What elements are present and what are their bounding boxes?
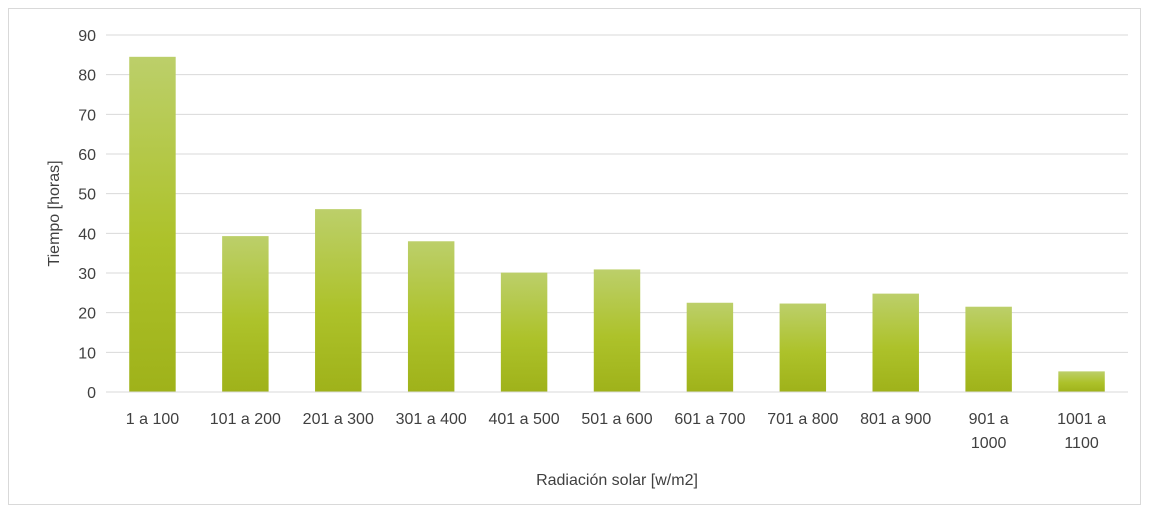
y-tick-label: 20 <box>78 306 96 323</box>
x-tick-label: 301 a 400 <box>396 411 467 428</box>
x-axis-ticks: 1 a 100 101 a 200 201 a 300 301 a 400 401 a … <box>126 411 1106 452</box>
bar <box>129 56 176 393</box>
bar <box>872 293 919 392</box>
y-tick-label: 40 <box>78 226 96 243</box>
x-axis-title: Radiación solar [w/m2] <box>536 472 698 489</box>
y-tick-label: 0 <box>87 385 96 402</box>
bar <box>779 303 827 392</box>
gridlines <box>106 34 1128 353</box>
bar <box>315 209 362 392</box>
y-tick-label: 10 <box>78 345 96 362</box>
y-tick-label: 80 <box>78 68 96 85</box>
chart-frame <box>8 8 1141 505</box>
y-tick-label: 70 <box>78 107 96 124</box>
x-tick-label: 201 a 300 <box>303 411 374 428</box>
x-tick-label: 401 a 500 <box>488 411 559 428</box>
x-tick-label: 1 a 100 <box>126 411 179 428</box>
x-tick-label: 501 a 600 <box>581 411 652 428</box>
bar <box>686 302 734 392</box>
y-tick-label: 90 <box>78 28 96 45</box>
bar <box>500 272 548 392</box>
bar <box>222 236 269 392</box>
y-tick-label: 60 <box>78 147 96 164</box>
bar <box>593 269 641 392</box>
y-axis-ticks: 0 10 20 30 40 50 60 70 80 90 <box>78 28 96 402</box>
bar <box>407 241 455 392</box>
x-tick-label: 601 a 700 <box>674 411 745 428</box>
y-tick-label: 50 <box>78 187 96 204</box>
x-tick-label: 901 a 1000 <box>969 411 1009 452</box>
y-tick-label: 30 <box>78 266 96 283</box>
y-axis-title: Tiempo [horas] <box>46 160 63 266</box>
bar <box>965 306 1012 392</box>
bar <box>1058 371 1105 392</box>
x-tick-label: 701 a 800 <box>767 411 838 428</box>
x-tick-label: 1001 a 1100 <box>1057 411 1106 452</box>
x-tick-label: 801 a 900 <box>860 411 931 428</box>
x-tick-label: 101 a 200 <box>210 411 281 428</box>
bars <box>129 56 1105 393</box>
